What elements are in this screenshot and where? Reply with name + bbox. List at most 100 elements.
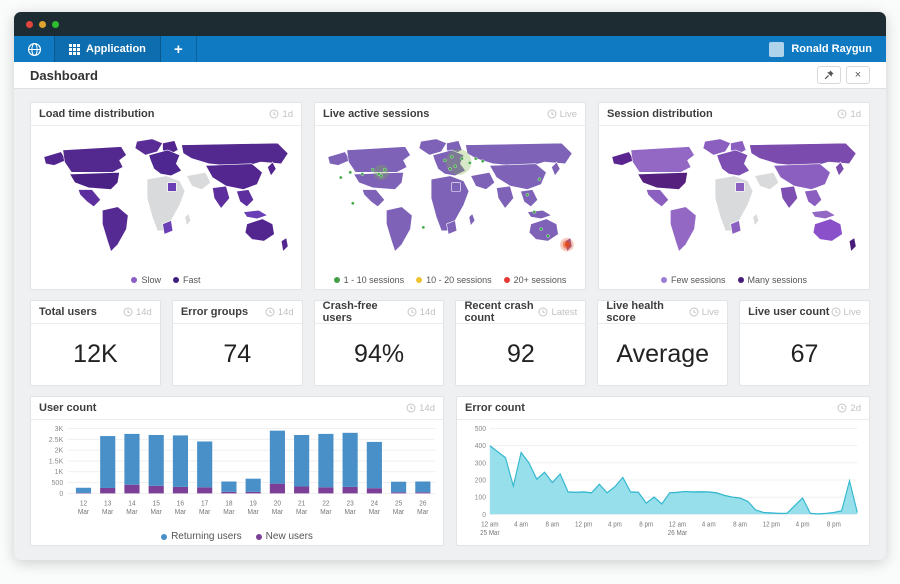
bar-segment [221, 481, 236, 491]
live-badge: Live [689, 307, 719, 318]
x-tick-date: 25 Mar [480, 530, 500, 537]
app-window: Application + Ronald Raygun Dashboard × [14, 12, 886, 560]
legend-dot [256, 534, 262, 540]
map-region-india [496, 186, 513, 208]
badge-label: 14d [419, 403, 435, 414]
map-region-middle_east [755, 172, 779, 189]
map-region-madagascar [753, 214, 759, 226]
new-tab-button[interactable]: + [161, 36, 197, 62]
world-map-svg [37, 128, 295, 270]
close-traffic-light[interactable] [26, 21, 33, 28]
x-tick-day: 19 [250, 500, 258, 507]
legend-dot [131, 277, 137, 283]
y-tick-label: 500 [52, 478, 64, 487]
x-tick-date: 26 Mar [668, 530, 688, 537]
session-dot [526, 193, 529, 196]
badge-label: 14d [136, 307, 152, 318]
time-range-badge: 1d [269, 109, 293, 120]
time-range-badge: 14d [265, 307, 294, 318]
minimize-traffic-light[interactable] [39, 21, 46, 28]
panel-header: Crash-free users 14d [315, 301, 444, 324]
x-tick-time: 12 pm [575, 521, 593, 528]
panel-header: Live active sessions Live [315, 103, 585, 126]
page-title: Dashboard [30, 68, 98, 83]
y-tick-label: 300 [475, 458, 486, 468]
x-tick-day: 22 [322, 500, 330, 507]
user-avatar [769, 42, 784, 57]
x-tick-month: Mar [272, 509, 284, 516]
map-region-alaska [612, 152, 634, 166]
close-dashboard-button[interactable]: × [846, 66, 870, 84]
time-range-badge: 14d [406, 403, 435, 414]
badge-label: 1d [282, 109, 293, 120]
map-region-mexico_ca [78, 190, 100, 207]
live-badge: Live [547, 109, 577, 120]
clock-icon [269, 109, 279, 119]
world-map-svg [321, 128, 579, 270]
y-tick-label: 1.5K [49, 456, 64, 465]
panel-header: Error groups 14d [173, 301, 302, 324]
session-dot [546, 234, 549, 237]
bar-segment [221, 492, 236, 494]
time-range-badge: 1d [837, 109, 861, 120]
x-tick-time: 4 pm [796, 521, 810, 528]
legend-dot [661, 277, 667, 283]
y-tick-label: 0 [59, 489, 63, 498]
tab-application[interactable]: Application [54, 36, 161, 62]
bar-segment [367, 488, 382, 493]
session-dot [481, 160, 484, 163]
x-tick-time: 8 am [545, 521, 559, 528]
clock-icon [406, 403, 416, 413]
map-region-se_asia [521, 190, 538, 207]
x-tick-month: Mar [199, 509, 211, 516]
map-region-china_central [490, 164, 547, 190]
x-tick-time: 8 pm [827, 521, 841, 528]
bar-segment [318, 434, 333, 487]
panel-title: Live user count [748, 306, 829, 318]
panel-header: Recent crash count Latest [456, 301, 585, 324]
bar-segment [149, 435, 164, 486]
x-tick-month: Mar [126, 509, 138, 516]
bar-segment [415, 492, 430, 493]
global-nav-button[interactable] [14, 36, 54, 62]
clock-icon [689, 307, 699, 317]
bar-segment [197, 487, 212, 493]
map-region-indonesia [527, 210, 551, 219]
legend-label: 20+ sessions [514, 275, 567, 285]
stat-value: 92 [456, 324, 585, 385]
x-tick-day: 20 [274, 500, 282, 507]
clock-icon [837, 109, 847, 119]
panel-header: Load time distribution 1d [31, 103, 301, 126]
session-dot [371, 168, 374, 171]
x-tick-day: 15 [153, 500, 161, 507]
bar-chart-svg: 05001K1.5K2K2.5K3K12Mar13Mar14Mar15Mar16… [35, 422, 439, 528]
map-region-alaska [44, 152, 66, 166]
legend-dot [504, 277, 510, 283]
map-region-alaska [328, 152, 350, 166]
maximize-traffic-light[interactable] [52, 21, 59, 28]
session-dot [474, 157, 477, 160]
badge-label: 14d [278, 307, 294, 318]
x-tick-day: 24 [371, 500, 379, 507]
apps-grid-icon [69, 44, 80, 55]
x-tick-day: 12 [80, 500, 88, 507]
bar-segment [124, 434, 139, 485]
pin-dashboard-button[interactable] [817, 66, 841, 84]
legend-dot [173, 277, 179, 283]
session-dot [349, 171, 352, 174]
y-tick-label: 2K [55, 445, 64, 454]
bar-segment [246, 492, 261, 494]
x-tick-day: 17 [201, 500, 209, 507]
map-region-japan [835, 162, 844, 176]
panel-title: Recent crash count [464, 300, 538, 324]
clock-icon [831, 307, 841, 317]
user-menu[interactable]: Ronald Raygun [755, 36, 886, 62]
map-region-south_america [386, 207, 412, 252]
bar-segment [367, 442, 382, 488]
